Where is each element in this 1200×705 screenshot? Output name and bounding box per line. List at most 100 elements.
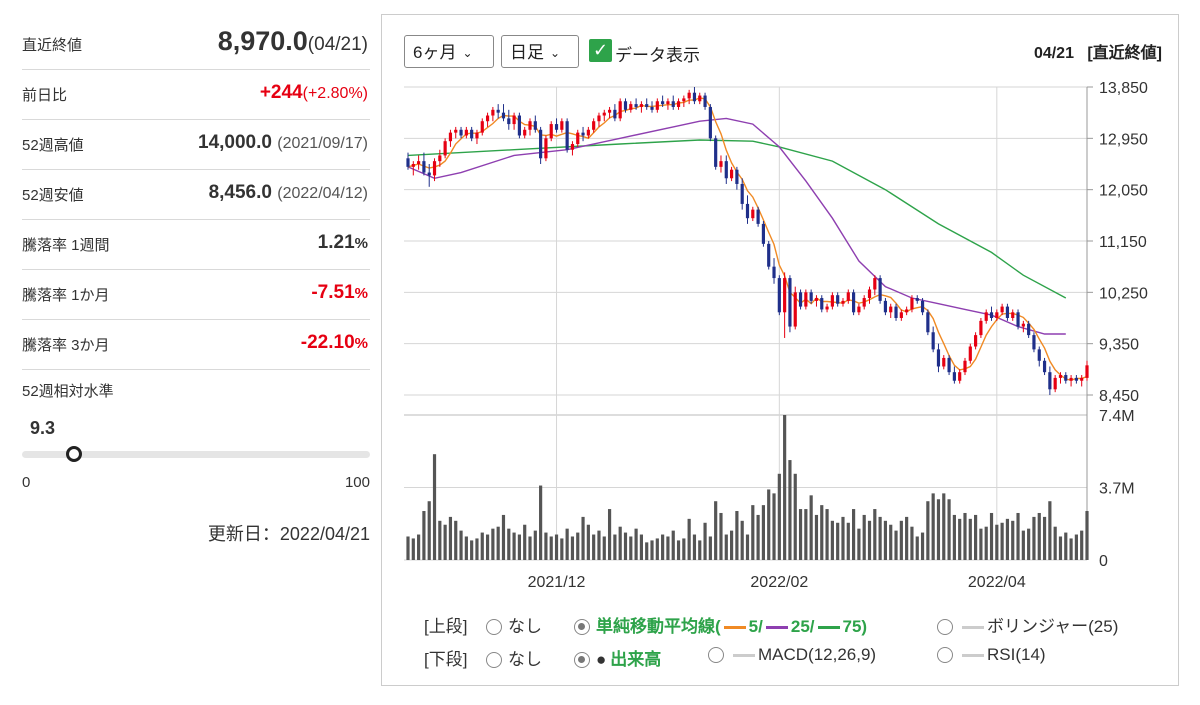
volume-bar xyxy=(963,512,967,560)
candle-up xyxy=(464,129,468,136)
candle-up xyxy=(783,278,787,313)
volume-bar xyxy=(1042,516,1047,560)
volume-bar xyxy=(947,499,951,560)
candle-down xyxy=(703,95,707,107)
volume-bar xyxy=(820,505,824,560)
upper-none-option[interactable]: なし xyxy=(486,612,542,637)
volume-bar xyxy=(867,520,872,560)
volume-bar xyxy=(783,415,787,560)
low52-value: 8,456.0 (2022/04/12) xyxy=(208,182,368,203)
candle-up xyxy=(846,292,850,301)
candle-up xyxy=(1058,375,1063,378)
sma-label: 単純移動平均線( xyxy=(596,617,721,636)
candle-up xyxy=(1000,306,1004,313)
price-tick-label: 12,050 xyxy=(1099,183,1148,200)
candle-up xyxy=(729,169,734,179)
candle-down xyxy=(459,129,463,136)
candle-down xyxy=(427,172,431,176)
low52-label: 52週安値 xyxy=(22,187,84,204)
high52-date: (2021/09/17) xyxy=(277,135,368,152)
volume-bar xyxy=(528,536,532,560)
x-tick-label: 2021/12 xyxy=(528,574,586,591)
data-display-checkbox[interactable]: ✓ xyxy=(589,39,612,62)
volume-bar xyxy=(1027,528,1031,560)
macd-option[interactable]: MACD(12,26,9) xyxy=(708,645,876,665)
volume-bar xyxy=(804,509,808,560)
volume-bar xyxy=(698,540,702,560)
volume-option[interactable]: ● 出来高 xyxy=(574,645,661,670)
low52-date: (2022/04/12) xyxy=(277,185,368,202)
candle-down xyxy=(539,129,543,159)
candle-down xyxy=(772,266,776,279)
volume-bar xyxy=(629,536,633,560)
volume-bar xyxy=(1021,530,1025,560)
volume-tick-label: 0 xyxy=(1099,553,1108,570)
lower-none-option[interactable]: なし xyxy=(486,645,542,670)
x-tick-label: 2022/04 xyxy=(968,574,1026,591)
close-row: 直近終値 8,970.0(04/21) xyxy=(22,20,370,70)
interval-select-value: 日足 xyxy=(510,43,544,62)
volume-bar xyxy=(417,534,421,560)
candle-up xyxy=(857,306,861,313)
interval-select[interactable]: 日足 ⌄ xyxy=(501,35,579,68)
volume-bar xyxy=(825,509,829,560)
change-3m-value: -22.10% xyxy=(300,332,368,353)
sma25-swatch xyxy=(765,626,788,630)
candle-up xyxy=(1085,365,1089,378)
price-tick-label: 13,850 xyxy=(1099,80,1148,97)
rsi-swatch xyxy=(962,654,984,658)
rsi-option[interactable]: RSI(14) xyxy=(937,645,1046,665)
candle-up xyxy=(480,121,484,133)
candle-up xyxy=(491,109,495,116)
radio-icon xyxy=(937,647,953,663)
change-1m-value: -7.51% xyxy=(311,282,368,303)
candle-down xyxy=(1042,360,1047,373)
volume-bar xyxy=(613,534,617,560)
high52-row: 52週高値 14,000.0 (2021/09/17) xyxy=(22,120,370,170)
candle-up xyxy=(592,121,596,130)
volume-bar xyxy=(1011,520,1015,560)
candle-up xyxy=(814,298,819,301)
candle-down xyxy=(1027,323,1031,336)
candle-down xyxy=(724,161,728,179)
candle-down xyxy=(767,243,771,267)
volume-bar xyxy=(772,493,776,560)
candle-up xyxy=(602,112,606,116)
candle-down xyxy=(623,101,628,110)
price-tick-label: 8,450 xyxy=(1099,388,1139,405)
volume-bar xyxy=(719,512,723,560)
volume-bar xyxy=(889,524,893,560)
volume-bar xyxy=(777,473,781,560)
period-select[interactable]: 6ヶ月 ⌄ xyxy=(404,35,494,68)
high52-value: 14,000.0 (2021/09/17) xyxy=(198,132,368,153)
sma5-label: 5/ xyxy=(748,617,763,636)
volume-bar xyxy=(862,514,866,560)
candle-up xyxy=(443,141,447,156)
sma5-swatch xyxy=(723,626,746,630)
volume-bar xyxy=(639,534,643,560)
volume-bar xyxy=(1064,532,1068,560)
volume-bar xyxy=(926,501,930,560)
candlestick-chart: 13,850 12,950 12,050 11,150 10,250 9,350 8,450… xyxy=(404,80,1148,591)
candle-up xyxy=(432,161,437,176)
candle-up xyxy=(438,155,442,162)
close-date: (04/21) xyxy=(307,34,368,55)
candle-up xyxy=(1069,377,1073,381)
rsi-label: RSI(14) xyxy=(987,645,1046,664)
check-icon: ✓ xyxy=(592,40,609,60)
candle-up xyxy=(830,295,834,307)
volume-bar xyxy=(671,530,675,560)
candle-up xyxy=(687,92,691,99)
bollinger-option[interactable]: ボリンジャー(25) xyxy=(937,612,1118,637)
candle-up xyxy=(974,335,978,347)
candle-down xyxy=(634,104,638,107)
lower-none-label: なし xyxy=(508,650,542,669)
sma75-line xyxy=(407,139,1067,299)
volume-bar xyxy=(905,516,909,560)
volume-bar xyxy=(931,493,935,560)
sma75-label: 75) xyxy=(842,617,868,636)
candle-up xyxy=(485,115,490,122)
candle-up xyxy=(639,104,643,107)
candle-up xyxy=(719,161,723,167)
sma-option[interactable]: 単純移動平均線(5/25/75) xyxy=(574,612,867,637)
